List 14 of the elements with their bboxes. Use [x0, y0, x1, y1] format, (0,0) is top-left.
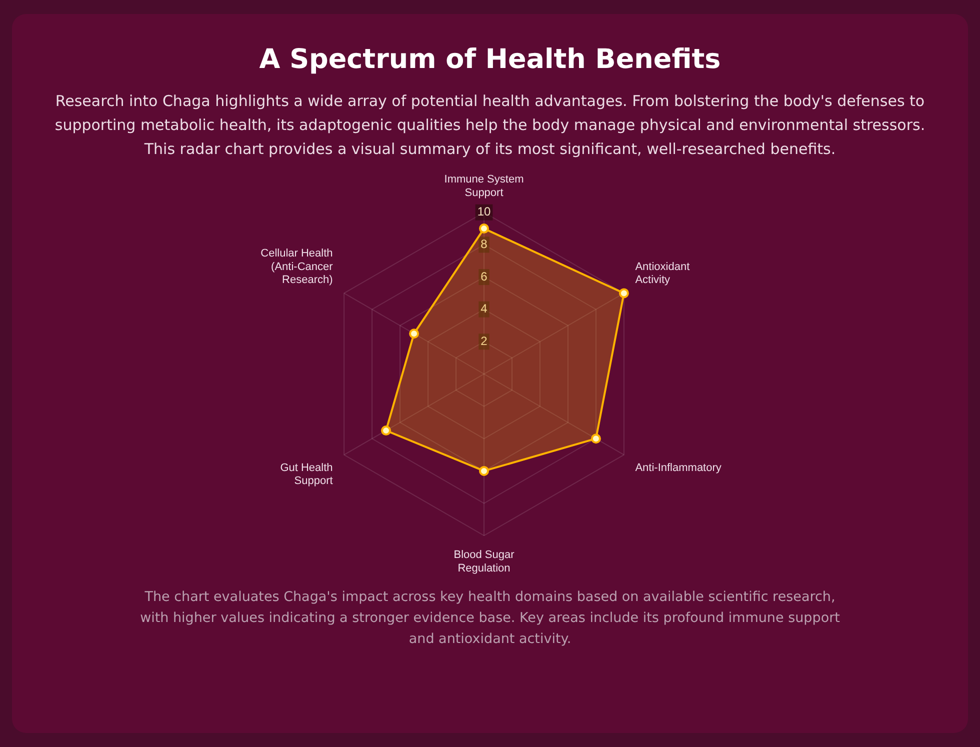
spoke-label: Anti-Inflammatory: [635, 462, 722, 474]
chart-subtitle: Research into Chaga highlights a wide array of potential health advantages. From bolstering the body's defenses to supporting metabolic health, its adaptogenic qualities help the body manage physical and environmental stressors. This radar chart provides a visual summary of its most significant, well-researched benefits.: [54, 91, 926, 160]
spoke-label: Gut Health Support: [280, 462, 333, 488]
y-tick-label: 10: [477, 204, 491, 219]
spoke-label: Blood Sugar Regulation: [454, 549, 515, 574]
spoke-label: Immune System Support: [444, 174, 524, 199]
y-tick-label: 4: [480, 302, 488, 316]
text: The chart evaluates Chaga's impact across key health domains based on available scientific research, with higher values indicating a stronger evidence base. Key areas include its profound immune support and antioxidant activity.: [140, 588, 840, 649]
y-tick-label: 2: [480, 334, 488, 348]
chart-title: A Spectrum of Health Benefits: [258, 44, 722, 75]
y-tick-label: 8: [480, 237, 488, 252]
spoke-label: Antioxidant Activity: [635, 260, 690, 286]
y-tick-label: 6: [480, 269, 488, 284]
spoke-label: Cellular Health (Anti-Cancer Research): [260, 248, 334, 286]
